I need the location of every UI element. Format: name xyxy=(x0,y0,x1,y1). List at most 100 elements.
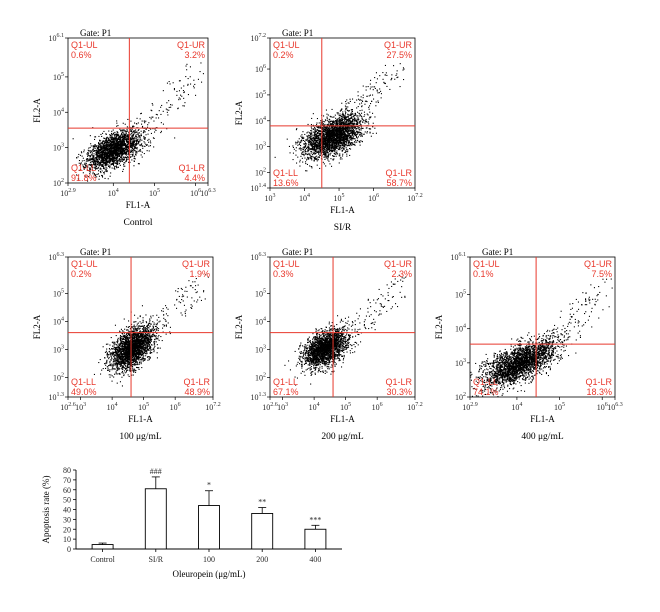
event-dot xyxy=(114,135,116,137)
event-dot xyxy=(108,156,110,158)
event-dot xyxy=(147,133,149,135)
event-dot xyxy=(88,176,90,178)
event-dot xyxy=(125,158,127,160)
event-dot xyxy=(331,146,333,148)
event-dot xyxy=(314,130,316,132)
event-dot xyxy=(323,128,325,130)
event-dot xyxy=(126,141,128,143)
event-dot xyxy=(101,175,103,177)
event-dot xyxy=(148,138,150,140)
event-dot xyxy=(118,144,120,146)
event-dot xyxy=(324,152,326,154)
event-dot xyxy=(356,133,358,135)
event-dot xyxy=(339,135,341,137)
event-dot xyxy=(306,159,308,161)
event-dot xyxy=(92,146,94,148)
event-dot xyxy=(374,87,376,89)
event-dot xyxy=(103,151,105,153)
event-dot xyxy=(131,149,133,151)
event-dot xyxy=(116,166,118,168)
event-dot xyxy=(109,147,111,149)
event-dot xyxy=(333,130,335,132)
event-dot xyxy=(109,161,111,163)
event-dot xyxy=(335,138,337,140)
event-dot xyxy=(318,129,320,131)
event-dot xyxy=(132,151,134,153)
event-dot xyxy=(104,145,106,147)
event-dot xyxy=(352,142,354,144)
event-dot xyxy=(311,144,313,146)
event-dot xyxy=(309,157,311,159)
event-dot xyxy=(324,158,326,160)
event-dot xyxy=(363,115,365,117)
event-dot xyxy=(92,158,94,160)
event-dot xyxy=(319,150,321,152)
event-dot xyxy=(342,139,344,141)
event-dot xyxy=(103,144,105,146)
event-dot xyxy=(132,145,134,147)
event-dot xyxy=(110,146,112,148)
event-dot xyxy=(111,146,113,148)
event-dot xyxy=(99,146,101,148)
event-dot xyxy=(343,131,345,133)
event-dot xyxy=(296,128,298,130)
event-dot xyxy=(108,138,110,140)
event-dot xyxy=(357,140,359,142)
event-dot xyxy=(353,133,355,135)
event-dot xyxy=(136,148,138,150)
event-dot xyxy=(116,143,118,145)
event-dot xyxy=(339,115,341,117)
event-dot xyxy=(120,154,122,156)
event-dot xyxy=(109,135,111,137)
event-dot xyxy=(354,117,356,119)
event-dot xyxy=(301,153,303,155)
flow-plot-2: Gate: P1Q1-UL0.2%Q1-UR27.5%Q1-LL13.6%Q1-… xyxy=(234,28,423,233)
event-dot xyxy=(341,148,343,150)
event-dot xyxy=(323,148,325,150)
event-dot xyxy=(360,128,362,130)
event-dot xyxy=(112,154,114,156)
event-dot xyxy=(311,130,313,132)
event-dot xyxy=(339,158,341,160)
event-dot xyxy=(339,120,341,122)
event-dot xyxy=(352,120,354,122)
event-dot xyxy=(98,163,100,165)
event-dot xyxy=(131,130,133,132)
event-dot xyxy=(320,136,322,138)
event-dot xyxy=(111,134,113,136)
event-dot xyxy=(352,134,354,136)
event-dot xyxy=(132,136,134,138)
event-dot xyxy=(338,147,340,149)
event-dot xyxy=(88,159,90,161)
event-dot xyxy=(346,108,348,110)
event-dot xyxy=(112,138,114,140)
event-dot xyxy=(347,115,349,117)
event-dot xyxy=(102,141,104,143)
event-dot xyxy=(107,153,109,155)
event-dot xyxy=(82,165,84,167)
event-dot xyxy=(183,97,185,99)
event-dot xyxy=(336,142,338,144)
event-dot xyxy=(314,128,316,130)
event-dot xyxy=(165,108,167,110)
event-dot xyxy=(127,138,129,140)
event-dot xyxy=(117,134,119,136)
event-dot xyxy=(113,145,115,147)
event-dot xyxy=(336,120,338,122)
event-dot xyxy=(104,153,106,155)
event-dot xyxy=(99,144,101,146)
event-dot xyxy=(108,143,110,145)
event-dot xyxy=(314,156,316,158)
x-tick-label: 102.9 xyxy=(60,188,76,198)
event-dot xyxy=(352,133,354,135)
event-dot xyxy=(327,129,329,131)
event-dot xyxy=(324,153,326,155)
event-dot xyxy=(334,133,336,135)
event-dot xyxy=(274,156,276,158)
event-dot xyxy=(323,128,325,130)
event-dot xyxy=(176,94,178,96)
event-dot xyxy=(125,147,127,149)
event-dot xyxy=(342,137,344,139)
event-dot xyxy=(116,154,118,156)
y-axis-label: FL2-A xyxy=(32,98,42,123)
